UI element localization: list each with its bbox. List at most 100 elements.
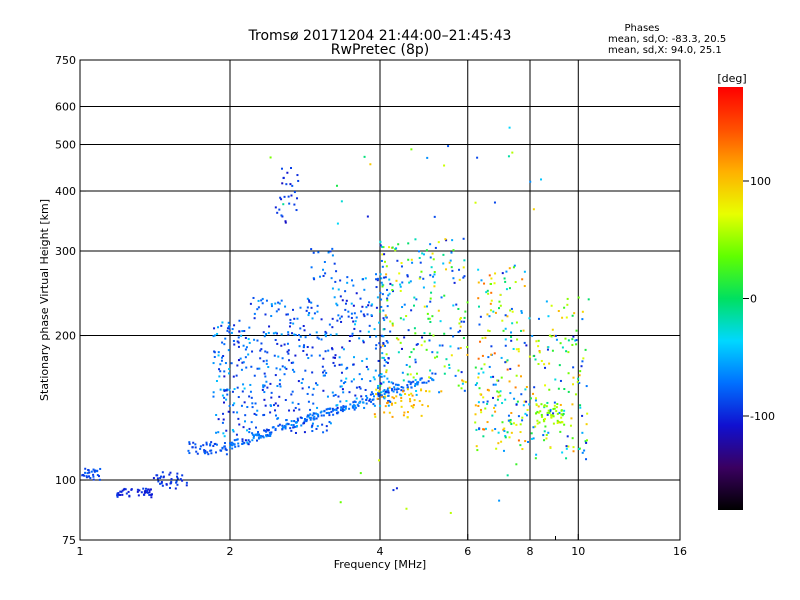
echo-point xyxy=(340,363,343,366)
echo-point xyxy=(360,378,363,381)
echo-point xyxy=(225,453,228,456)
echo-point xyxy=(269,156,272,159)
echo-point xyxy=(410,148,413,151)
echo-point xyxy=(185,481,188,484)
echo-point xyxy=(125,492,128,495)
echo-point xyxy=(341,388,344,391)
echo-point xyxy=(546,348,549,351)
echo-point xyxy=(192,441,195,444)
echo-point xyxy=(295,209,298,212)
echo-point xyxy=(315,427,318,430)
echo-point xyxy=(241,330,244,333)
echo-point xyxy=(398,272,401,275)
echo-point xyxy=(431,372,434,375)
echo-point xyxy=(538,421,541,424)
echo-point xyxy=(581,431,584,434)
echo-point xyxy=(311,346,314,349)
echo-point xyxy=(314,412,317,415)
echo-point xyxy=(559,403,562,406)
echo-point xyxy=(252,436,255,439)
echo-point xyxy=(544,417,547,420)
echo-point xyxy=(385,369,388,372)
echo-point xyxy=(482,396,485,399)
echo-point xyxy=(450,266,453,269)
echo-point xyxy=(268,325,271,328)
echo-point xyxy=(384,315,387,318)
echo-point xyxy=(378,321,381,324)
echo-point xyxy=(176,472,179,475)
echo-point xyxy=(244,420,247,423)
echo-point xyxy=(290,194,293,197)
echo-point xyxy=(485,291,488,294)
echo-point xyxy=(260,348,263,351)
echo-point xyxy=(280,198,283,201)
echo-point xyxy=(486,421,489,424)
echo-points xyxy=(81,126,590,514)
echo-point xyxy=(428,332,431,335)
echo-point xyxy=(458,268,461,271)
echo-point xyxy=(279,385,282,388)
echo-point xyxy=(421,336,424,339)
echo-point xyxy=(382,317,385,320)
echo-point xyxy=(384,395,387,398)
echo-point xyxy=(369,380,372,383)
echo-point xyxy=(329,250,332,253)
echo-point xyxy=(377,393,380,396)
echo-point xyxy=(232,375,235,378)
echo-point xyxy=(306,392,309,395)
echo-point xyxy=(515,321,518,324)
echo-point xyxy=(96,474,99,477)
echo-point xyxy=(136,488,139,491)
echo-point xyxy=(519,444,522,447)
echo-point xyxy=(293,370,296,373)
echo-point xyxy=(477,305,480,308)
echo-point xyxy=(256,433,259,436)
echo-point xyxy=(299,416,302,419)
echo-point xyxy=(531,335,534,338)
echo-point xyxy=(335,302,338,305)
echo-point xyxy=(492,310,495,313)
echo-point xyxy=(420,344,423,347)
echo-point xyxy=(463,389,466,392)
echo-point xyxy=(284,305,287,308)
echo-point xyxy=(418,277,421,280)
echo-point xyxy=(165,483,168,486)
echo-point xyxy=(269,434,272,437)
echo-point xyxy=(331,326,334,329)
echo-point xyxy=(262,414,265,417)
echo-point xyxy=(350,316,353,319)
echo-point xyxy=(383,319,386,322)
echo-point xyxy=(315,382,318,385)
echo-point xyxy=(218,375,221,378)
echo-point xyxy=(330,277,333,280)
echo-point xyxy=(245,346,248,349)
echo-point xyxy=(336,222,339,225)
echo-point xyxy=(264,313,267,316)
echo-point xyxy=(253,312,256,315)
echo-point xyxy=(283,195,286,198)
echo-point xyxy=(494,404,497,407)
echo-point xyxy=(333,262,336,265)
echo-point xyxy=(427,317,430,320)
echo-point xyxy=(287,195,290,198)
echo-point xyxy=(352,304,355,307)
echo-point xyxy=(254,402,257,405)
echo-point xyxy=(415,383,418,386)
echo-point xyxy=(381,253,384,256)
echo-point xyxy=(369,393,372,396)
echo-point xyxy=(144,491,147,494)
echo-point xyxy=(307,415,310,418)
echo-point xyxy=(217,354,220,357)
echo-point xyxy=(251,350,254,353)
echo-point xyxy=(293,333,296,336)
echo-point xyxy=(280,299,283,302)
echo-point xyxy=(487,389,490,392)
echo-point xyxy=(493,352,496,355)
echo-point xyxy=(413,399,416,402)
echo-point xyxy=(293,203,296,206)
echo-point xyxy=(253,374,256,377)
echo-point xyxy=(575,329,578,332)
echo-point xyxy=(387,401,390,404)
echo-point xyxy=(293,425,296,428)
echo-point xyxy=(223,396,226,399)
